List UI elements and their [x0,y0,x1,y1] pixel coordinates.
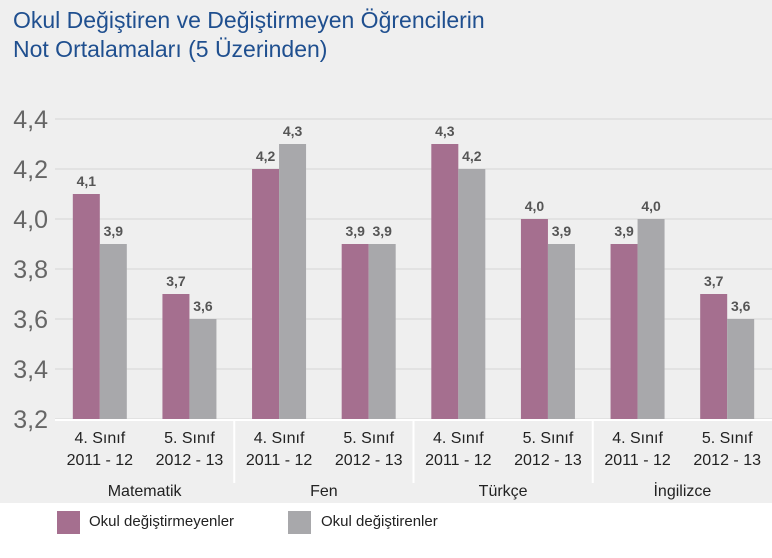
y-tick-label: 3,8 [13,256,48,284]
bar-value-label: 3,6 [731,298,751,314]
bar-value-label: 3,7 [166,273,186,289]
category-label-grade: 5. Sınıf [523,430,574,447]
chart-title: Okul Değiştiren ve Değiştirmeyen Öğrenci… [13,6,753,64]
subject-label: İngilizce [653,481,711,500]
bar-okul-degistirenler [637,219,665,419]
bar-okul-degistirenler [727,319,755,419]
category-label-grade: 4. Sınıf [612,430,663,447]
bar-okul-degistirmeyenler [162,294,190,419]
bar-value-label: 3,6 [193,298,213,314]
bar-value-label: 4,0 [525,198,545,214]
y-tick-label: 3,6 [13,306,48,334]
category-label-year: 2012 - 13 [156,452,224,469]
category-label-grade: 5. Sınıf [164,430,215,447]
legend-swatch-okul-degistirmeyenler [57,511,80,534]
bar-okul-degistirenler [458,169,486,419]
subject-label: Türkçe [479,483,528,500]
bar-value-label: 3,9 [552,223,572,239]
chart-title-line-2: Not Ortalamaları (5 Üzerinden) [13,36,328,62]
category-label-year: 2011 - 12 [246,452,313,469]
bar-value-label: 3,9 [614,223,634,239]
bar-okul-degistirmeyenler [610,244,638,419]
legend-label-okul-degistirenler: Okul değiştirenler [321,513,438,530]
bar-value-label: 4,3 [283,123,303,139]
legend-swatch-okul-degistirenler [288,511,311,534]
bar-value-label: 3,9 [345,223,365,239]
chart-title-line-1: Okul Değiştiren ve Değiştirmeyen Öğrenci… [13,7,485,33]
bar-okul-degistirenler [547,244,575,419]
subject-label: Fen [310,483,338,500]
bar-value-label: 3,9 [372,223,392,239]
bar-okul-degistirmeyenler [72,194,100,419]
bar-okul-degistirenler [279,144,307,419]
category-label-year: 2012 - 13 [693,452,761,469]
bar-okul-degistirmeyenler [341,244,369,419]
bar-value-label: 4,2 [256,148,276,164]
bar-value-label: 3,9 [104,223,124,239]
subject-label: Matematik [108,483,183,500]
bar-value-label: 4,3 [435,123,455,139]
category-label-year: 2012 - 13 [335,452,403,469]
bar-okul-degistirenler [99,244,127,419]
bar-okul-degistirmeyenler [700,294,728,419]
bar-okul-degistirenler [189,319,217,419]
bar-okul-degistirmeyenler [520,219,548,419]
category-label-year: 2011 - 12 [425,452,492,469]
y-tick-label: 3,4 [13,356,48,384]
category-label-grade: 5. Sınıf [343,430,394,447]
category-label-grade: 4. Sınıf [254,430,305,447]
category-label-grade: 4. Sınıf [433,430,484,447]
category-label-year: 2011 - 12 [604,452,671,469]
bar-value-label: 4,2 [462,148,482,164]
y-tick-label: 4,2 [13,156,48,184]
category-label-year: 2012 - 13 [514,452,582,469]
category-label-year: 2011 - 12 [67,452,134,469]
bar-value-label: 4,1 [77,173,97,189]
bar-value-label: 4,0 [641,198,661,214]
bar-okul-degistirenler [368,244,396,419]
bar-value-label: 3,7 [704,273,724,289]
title-band [0,0,772,76]
y-tick-label: 4,0 [13,206,48,234]
y-tick-label: 3,2 [13,406,48,434]
bar-okul-degistirmeyenler [252,169,280,419]
y-tick-label: 4,4 [13,106,48,134]
bar-okul-degistirmeyenler [431,144,459,419]
category-label-grade: 4. Sınıf [74,430,125,447]
category-label-grade: 5. Sınıf [702,430,753,447]
legend-label-okul-degistirmeyenler: Okul değiştirmeyenler [89,513,235,530]
